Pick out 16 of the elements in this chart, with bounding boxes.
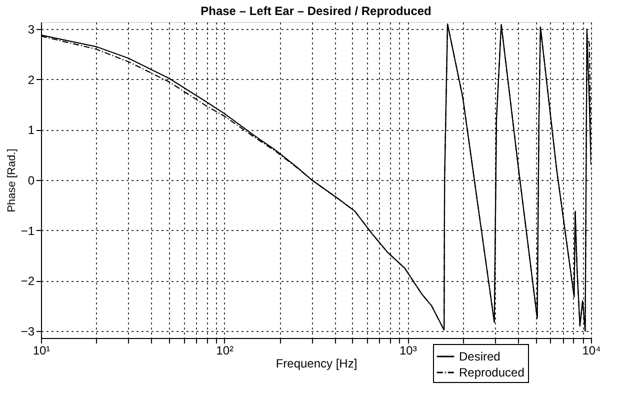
- y-axis-title: Phase [Rad.]: [6, 148, 18, 212]
- x-tick-label: 10¹: [32, 344, 50, 358]
- x-tick-label: 10⁴: [582, 344, 601, 358]
- legend-label: Desired: [459, 350, 500, 364]
- y-tick-label: 0: [28, 174, 35, 188]
- x-tick-label: 10³: [399, 344, 417, 358]
- chart-title: Phase – Left Ear – Desired / Reproduced: [200, 4, 432, 18]
- y-tick-label: −3: [20, 324, 35, 338]
- y-tick-label: −2: [20, 274, 35, 288]
- y-tick-label: 2: [28, 72, 35, 87]
- y-tick-label: −1: [20, 224, 35, 238]
- y-tick-label: 1: [28, 123, 35, 138]
- x-tick-label: 10²: [216, 344, 234, 358]
- legend-label: Reproduced: [459, 366, 524, 380]
- x-axis-title: Frequency [Hz]: [276, 356, 358, 370]
- y-tick-label: 3: [28, 22, 35, 37]
